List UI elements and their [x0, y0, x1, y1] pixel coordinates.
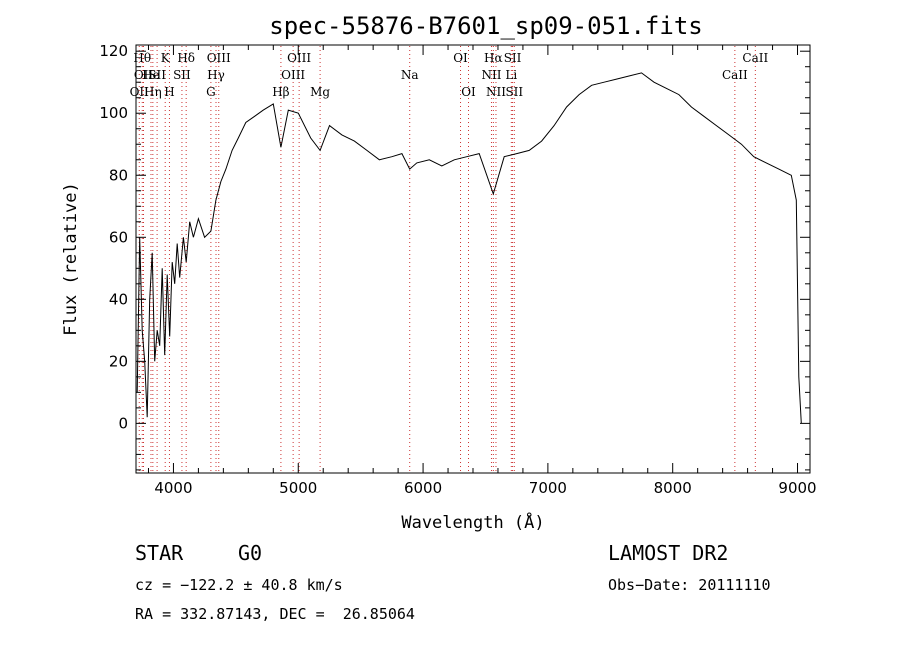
spectral-line-label: OI — [461, 85, 476, 99]
spectral-line-label: SII — [148, 68, 166, 82]
spectral-line-label: SII — [504, 51, 522, 65]
spectral-line-label: G — [206, 85, 216, 99]
y-axis-label: Flux (relative) — [61, 182, 81, 336]
spectral-line-label: NII — [486, 85, 506, 99]
y-axis-ticks: 0 20 40 60 80 100 120 — [99, 42, 810, 471]
x-tick-label: 6000 — [404, 479, 442, 497]
x-tick-label: 7000 — [529, 479, 567, 497]
x-tick-label: 4000 — [154, 479, 192, 497]
y-tick-label: 20 — [109, 352, 128, 370]
spectral-line-label: SII — [505, 85, 523, 99]
cz-readout: cz = −122.2 ± 40.8 km/s — [135, 576, 343, 594]
spectral-line-label: Hθ — [133, 51, 151, 65]
x-axis-label: Wavelength (Å) — [401, 511, 544, 533]
y-tick-label: 80 — [109, 166, 128, 184]
chart-title: spec-55876-B7601_sp09-051.fits — [269, 12, 702, 40]
x-tick-label: 8000 — [654, 479, 692, 497]
spectral-line-label: CaII — [722, 68, 748, 82]
spectral-line-label: He — [142, 68, 160, 82]
spectral-line-labels: OIIHθOIIHeHηSIIKHHδSIIGHγOIIIHβOIIIOIIIM… — [130, 51, 769, 99]
spectral-line-label: Li — [505, 68, 517, 82]
x-tick-label: 9000 — [778, 479, 816, 497]
spectral-line-label: NII — [481, 68, 501, 82]
x-axis-ticks: 4000 5000 6000 7000 8000 9000 — [147, 45, 817, 497]
survey-label: LAMOST DR2 — [608, 541, 729, 565]
spectral-line-label: OIII — [207, 51, 231, 65]
spectral-line-label: Hη — [144, 85, 162, 99]
y-tick-label: 0 — [118, 414, 128, 432]
spectral-line-label: Na — [401, 68, 419, 82]
subclass-label: G0 — [238, 541, 263, 565]
spectral-line-label: OI — [453, 51, 468, 65]
spectral-line-label: Hβ — [272, 85, 289, 99]
spectral-line-label: CaII — [742, 51, 768, 65]
spectral-line-label: OII — [134, 68, 154, 82]
y-tick-label: 100 — [99, 104, 128, 122]
y-tick-label: 60 — [109, 228, 128, 246]
plot-frame — [135, 44, 811, 474]
spectral-line-label: OIII — [281, 68, 305, 82]
x-tick-label: 5000 — [279, 479, 317, 497]
spectral-line-markers — [138, 46, 756, 472]
spectral-line-label: K — [161, 51, 171, 65]
y-tick-label: 120 — [99, 42, 128, 60]
spectral-line-label: OIII — [287, 51, 311, 65]
spectral-line-label: Mg — [310, 85, 330, 99]
spectral-line-label: Hα — [484, 51, 503, 65]
spectral-line-label: SII — [173, 68, 191, 82]
spectral-line-label: OII — [130, 85, 150, 99]
spectrum-line — [136, 72, 802, 424]
coordinates: RA = 332.87143, DEC = 26.85064 — [135, 605, 415, 623]
class-label: STAR — [135, 541, 184, 565]
spectral-line-label: H — [164, 85, 174, 99]
spectral-line-label: Hδ — [177, 51, 195, 65]
y-tick-label: 40 — [109, 290, 128, 308]
obs-date: Obs−Date: 20111110 — [608, 576, 771, 594]
spectral-line-label: Hγ — [207, 68, 225, 82]
